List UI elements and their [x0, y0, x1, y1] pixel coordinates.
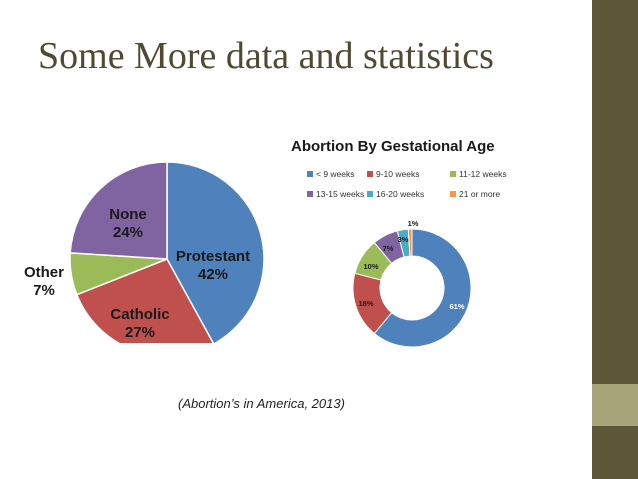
donut-value-9-10-weeks: 18%: [358, 299, 373, 308]
gestational-age-chart: Abortion By Gestational Age < 9 weeks 9-10…: [282, 126, 552, 351]
legend-label-9-weeks: < 9 weeks: [316, 169, 355, 179]
slide-title: Some More data and statistics: [38, 35, 494, 77]
slice-value-catholic: 27%: [125, 324, 155, 341]
religion-pie-chart: Protestant 42% Catholic 27% Other 7% None 24%: [0, 147, 270, 343]
donut-slice-9-weeks: [373, 228, 472, 348]
donut-value-11-12-weeks: 10%: [363, 262, 378, 271]
slice-value-none: 24%: [113, 224, 143, 241]
chart-title: Abortion By Gestational Age: [291, 138, 495, 155]
legend-swatch-11-12-weeks: [450, 171, 456, 177]
gestational-age-svg: Abortion By Gestational Age < 9 weeks 9-10…: [291, 138, 507, 348]
donut-value-21-or-more: 1%: [408, 219, 419, 228]
pie-slice-catholic: [75, 258, 215, 343]
legend-label-11-12-weeks: 11-12 weeks: [459, 169, 507, 179]
slice-label-catholic: Catholic: [110, 306, 169, 323]
legend-swatch-9-weeks: [307, 171, 313, 177]
pie-slice-none: [69, 161, 168, 260]
sidebar-accent-block: [592, 384, 638, 426]
slice-label-other: Other: [24, 264, 64, 281]
legend-swatch-9-10-weeks: [367, 171, 373, 177]
donut-value-16-20-weeks: 3%: [398, 235, 409, 244]
citation: (Abortion’s in America, 2013): [178, 396, 345, 411]
slice-value-other: 7%: [33, 282, 55, 299]
donut-value-13-15-weeks: 7%: [383, 244, 394, 253]
slice-label-protestant: Protestant: [176, 248, 250, 265]
slice-value-protestant: 42%: [198, 266, 228, 283]
pie-slice-protestant: [166, 161, 265, 343]
legend-label-13-15-weeks: 13-15 weeks: [316, 189, 364, 199]
legend-label-16-20-weeks: 16-20 weeks: [376, 189, 424, 199]
donut-slice-21-or-more: [407, 228, 413, 257]
legend-label-21-or-more: 21 or more: [459, 189, 500, 199]
donut-value-9-weeks: 61%: [449, 302, 464, 311]
legend-label-9-10-weeks: 9-10 weeks: [376, 169, 419, 179]
legend-swatch-16-20-weeks: [367, 191, 373, 197]
slice-label-none: None: [109, 206, 147, 223]
legend-swatch-21-or-more: [450, 191, 456, 197]
legend-swatch-13-15-weeks: [307, 191, 313, 197]
